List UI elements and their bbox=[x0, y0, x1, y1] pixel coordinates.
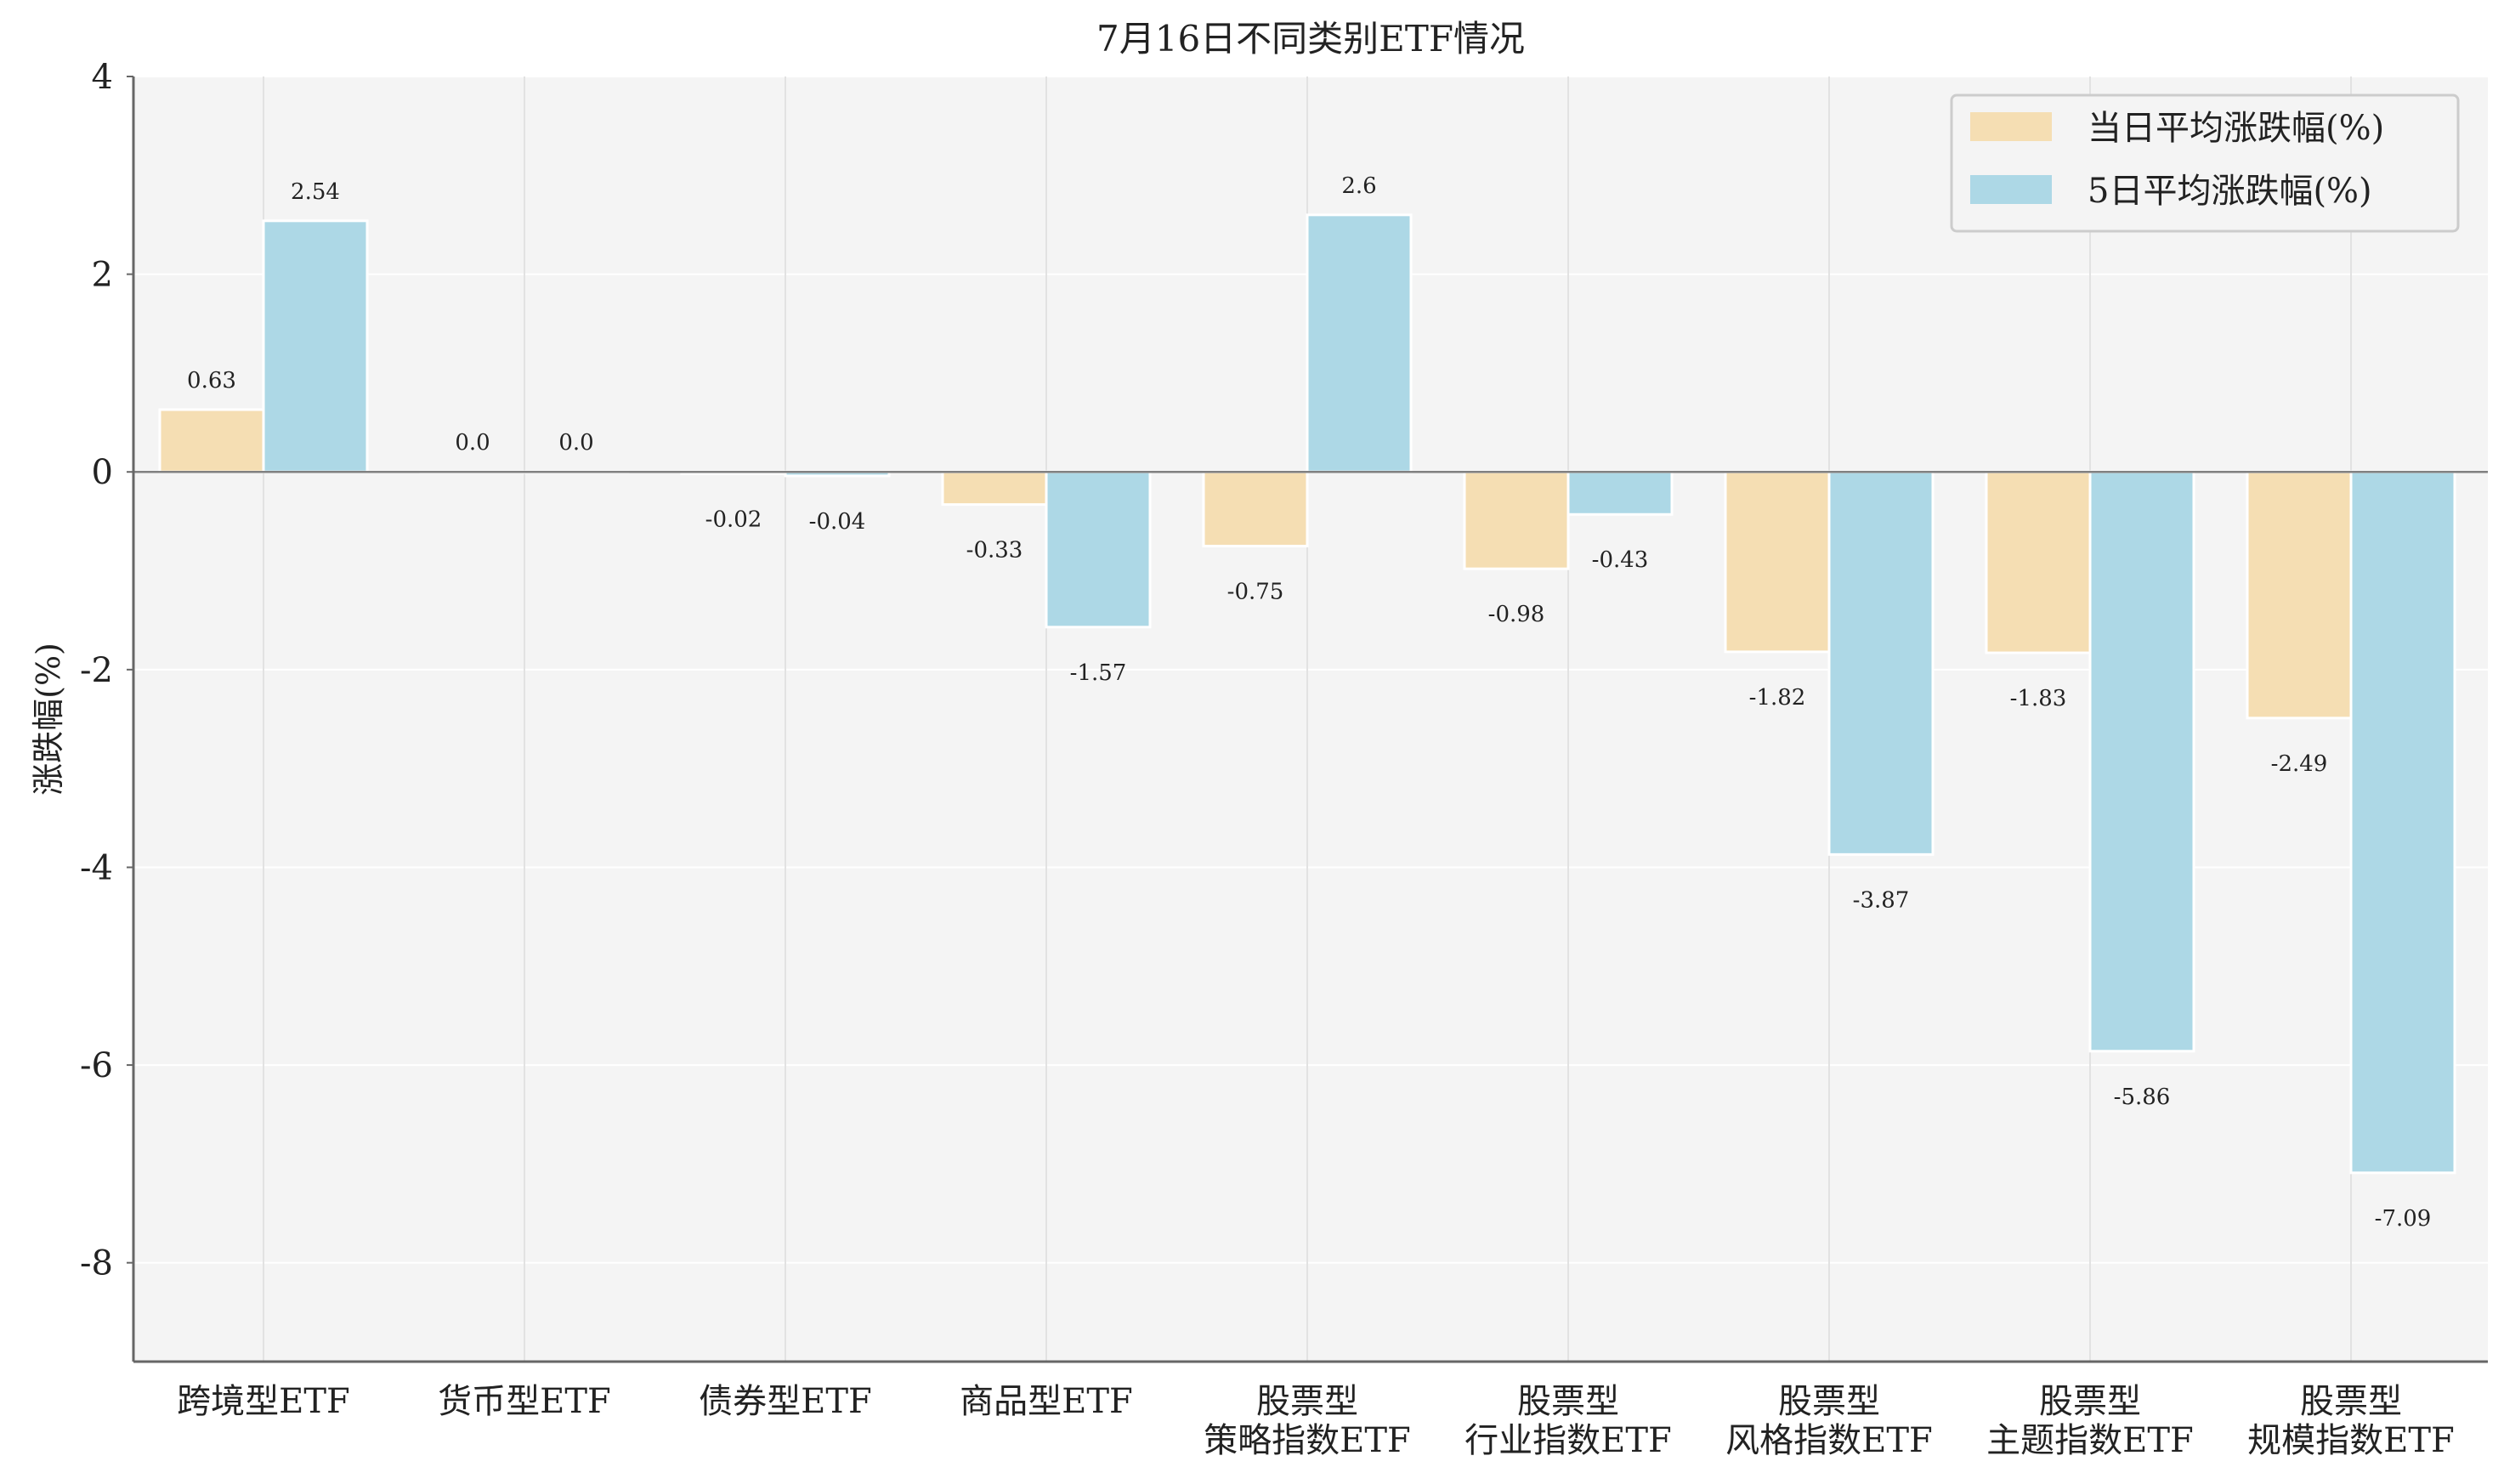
bar-daily bbox=[1985, 470, 2092, 654]
bar-5day bbox=[2349, 470, 2456, 1175]
y-axis-label: 涨跌幅(%) bbox=[30, 643, 67, 796]
legend-swatch-5day bbox=[1970, 175, 2052, 204]
legend-frame bbox=[1950, 93, 2460, 233]
value-label-5day: -5.86 bbox=[2114, 1085, 2171, 1110]
value-label-daily: -0.98 bbox=[1488, 602, 1545, 627]
value-label-5day: 2.54 bbox=[291, 179, 340, 205]
bar-5day bbox=[1306, 213, 1413, 473]
y-tick-label: -2 bbox=[80, 651, 113, 690]
x-tick-label: 债券型ETF bbox=[699, 1382, 872, 1421]
y-tick-label: 0 bbox=[92, 453, 113, 492]
bar-5day bbox=[1045, 470, 1152, 629]
bar-5day bbox=[1827, 470, 1935, 856]
value-label-5day: -1.57 bbox=[1070, 660, 1127, 686]
value-label-5day: 0.0 bbox=[558, 430, 593, 456]
x-axis-ticks: 跨境型ETF 货币型ETF 债券型ETF 商品型ETF 股票型策略指数ETF 股票型行业指… bbox=[177, 1382, 2455, 1460]
value-label-daily: -0.02 bbox=[705, 507, 762, 533]
x-tick-label: 股票型风格指数ETF bbox=[1725, 1382, 1933, 1460]
bar-5day bbox=[2088, 470, 2195, 1053]
x-tick-label: 跨境型ETF bbox=[177, 1382, 350, 1421]
legend-label-5day: 5日平均涨跌幅(%) bbox=[2088, 172, 2372, 211]
value-label-daily: 0.0 bbox=[455, 430, 490, 456]
value-label-5day: -7.09 bbox=[2375, 1206, 2432, 1232]
bar-5day bbox=[1566, 470, 1674, 516]
bar-daily bbox=[158, 408, 265, 473]
value-labels: 0.63 0.0 -0.02 -0.33 -0.75 -0.98 -1.82 -1.83 -2.… bbox=[187, 173, 2431, 1232]
chart-title: 7月16日不同类别ETF情况 bbox=[1096, 18, 1525, 59]
x-tick-label: 股票型规模指数ETF bbox=[2247, 1382, 2455, 1460]
y-tick-label: 2 bbox=[92, 256, 113, 295]
bar-daily bbox=[1724, 470, 1831, 654]
legend: 当日平均涨跌幅(%) 5日平均涨跌幅(%) bbox=[1950, 93, 2460, 233]
x-tick-label: 股票型策略指数ETF bbox=[1204, 1382, 1411, 1460]
y-tick-label: -8 bbox=[80, 1244, 113, 1283]
value-label-5day: 2.6 bbox=[1341, 173, 1376, 199]
x-tick-label: 货币型ETF bbox=[438, 1382, 611, 1421]
value-label-daily: -1.82 bbox=[1749, 685, 1806, 711]
value-label-daily: 0.63 bbox=[187, 368, 236, 394]
y-tick-label: 4 bbox=[92, 58, 113, 97]
value-label-daily: -0.33 bbox=[966, 538, 1023, 564]
bar-5day bbox=[262, 219, 369, 473]
value-label-5day: -0.43 bbox=[1592, 547, 1649, 573]
y-axis-ticks: 4 2 0 -2 -4 -6 -8 bbox=[80, 58, 133, 1283]
x-tick-label: 商品型ETF bbox=[960, 1382, 1133, 1421]
y-tick-label: -4 bbox=[80, 848, 113, 887]
legend-label-daily: 当日平均涨跌幅(%) bbox=[2088, 109, 2384, 148]
y-tick-label: -6 bbox=[80, 1046, 113, 1085]
bar-daily bbox=[941, 470, 1048, 507]
legend-swatch-daily bbox=[1970, 112, 2052, 141]
value-label-5day: -0.04 bbox=[809, 509, 866, 535]
bar-daily bbox=[2246, 470, 2353, 720]
value-label-daily: -2.49 bbox=[2271, 751, 2328, 777]
bar-group bbox=[158, 213, 2456, 1175]
bar-daily bbox=[1463, 470, 1570, 570]
value-label-daily: -1.83 bbox=[2010, 686, 2067, 711]
value-label-5day: -3.87 bbox=[1853, 887, 1910, 913]
x-tick-label: 股票型主题指数ETF bbox=[1986, 1382, 2194, 1460]
bar-daily bbox=[1202, 470, 1309, 547]
axes bbox=[132, 76, 2488, 1363]
value-label-daily: -0.75 bbox=[1227, 579, 1284, 604]
x-tick-label: 股票型行业指数ETF bbox=[1464, 1382, 1672, 1460]
